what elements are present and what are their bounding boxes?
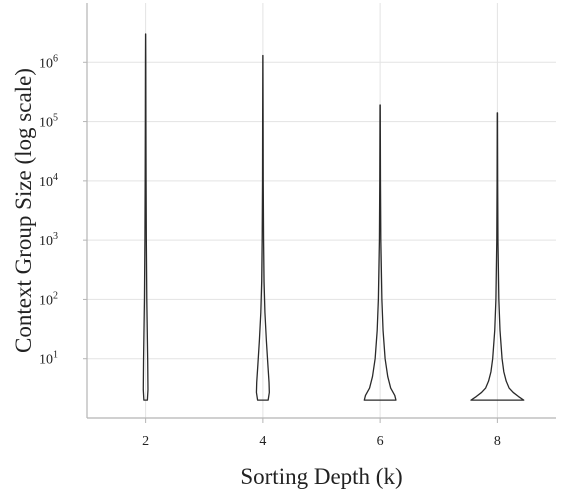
violin-k8 [470,112,525,401]
x-tick-label-6: 6 [377,434,384,449]
y-tick-label-1: 101 [39,350,58,368]
y-axis-title: Context Group Size (log scale) [11,68,36,353]
grid-lines [87,3,556,418]
violin-k4 [255,54,270,401]
y-tick-label-4: 104 [39,172,58,190]
x-tick-label-8: 8 [494,434,501,449]
violin-k6 [363,104,397,401]
violin-group [142,33,525,401]
x-tick-label-2: 2 [142,434,149,449]
x-tick-label-4: 4 [259,434,266,449]
violin-k2 [142,33,149,401]
tick-labels: 2 4 6 8 101 102 103 104 105 106 [39,53,501,449]
y-tick-label-5: 105 [39,113,58,131]
y-tick-label-3: 103 [39,231,58,249]
y-tick-label-2: 102 [39,290,58,308]
y-tick-label-6: 106 [39,53,58,71]
x-axis-title: Sorting Depth (k) [240,464,402,489]
axes [86,3,556,419]
